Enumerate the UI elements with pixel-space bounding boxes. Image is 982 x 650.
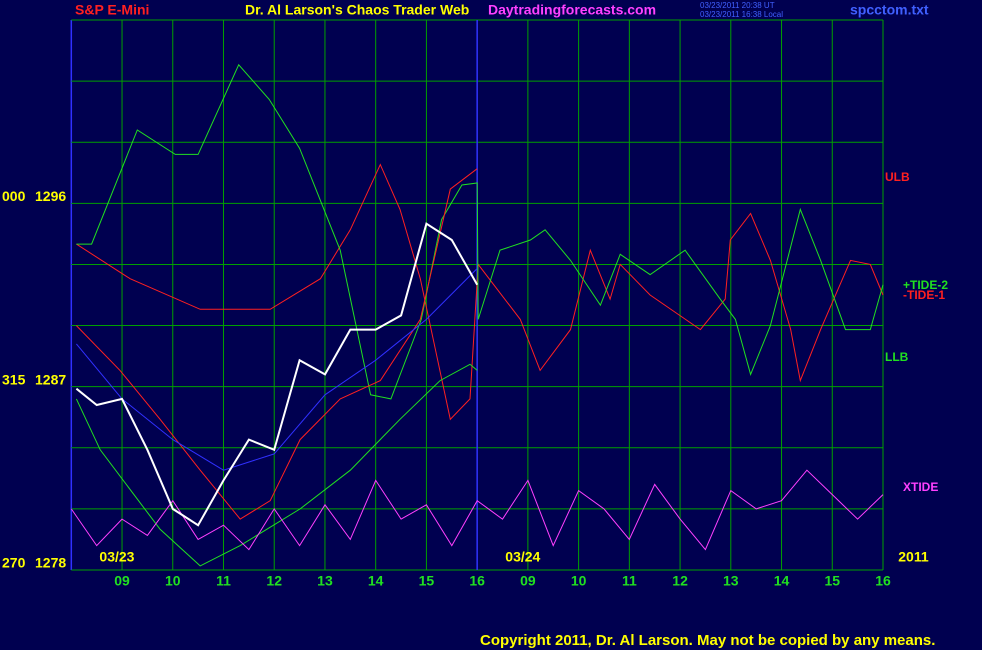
x-tick-label: 12 xyxy=(266,573,282,589)
site: Daytradingforecasts.com xyxy=(488,2,656,18)
left-label: 270 xyxy=(2,555,26,571)
left-label: 315 xyxy=(2,371,26,387)
x-tick-label: 09 xyxy=(114,573,130,589)
left-label: 000 xyxy=(2,188,26,204)
x-tick-label: 11 xyxy=(216,573,231,589)
x-tick-label: 16 xyxy=(469,573,485,589)
x-tick-label: 14 xyxy=(774,573,790,589)
series-line xyxy=(76,163,884,421)
x-tick-label: 11 xyxy=(622,573,637,589)
date-label: 03/24 xyxy=(505,549,540,565)
footer: Copyright 2011, Dr. Al Larson. May not b… xyxy=(480,632,935,649)
plot-lines xyxy=(70,63,884,567)
tide1-label: -TIDE-1 xyxy=(903,288,945,302)
series-line xyxy=(76,168,478,520)
x-tick-label: 10 xyxy=(165,573,181,589)
xtide-label: XTIDE xyxy=(903,480,938,494)
texts: S&P E-Mini Dr. Al Larson's Chaos Trader … xyxy=(2,1,948,649)
date-label: 2011 xyxy=(898,549,929,565)
x-tick-label: 12 xyxy=(672,573,688,589)
x-tick-label: 14 xyxy=(368,573,384,589)
series-line xyxy=(76,63,884,400)
x-tick-label: 15 xyxy=(824,573,840,589)
stamp-local: 03/23/2011 16:38 Local xyxy=(700,10,783,19)
series-line xyxy=(75,363,478,567)
grid xyxy=(70,19,884,571)
x-tick-label: 15 xyxy=(419,573,435,589)
series-line xyxy=(75,222,479,527)
date-label: 03/23 xyxy=(99,549,134,565)
tide2-label: +TIDE-2 xyxy=(903,278,948,292)
x-tick-label: 16 xyxy=(875,573,891,589)
ulb-label: ULB xyxy=(885,170,910,184)
x-tick-label: 09 xyxy=(520,573,536,589)
stamp-ut: 03/23/2011 20:38 UT xyxy=(700,1,775,10)
x-tick-label: 10 xyxy=(571,573,587,589)
y-tick-label: 1278 xyxy=(35,555,66,571)
llb-label: LLB xyxy=(885,350,909,364)
x-tick-label: 13 xyxy=(317,573,333,589)
symbol: S&P E-Mini xyxy=(75,2,149,18)
file-name: spcctom.txt xyxy=(850,2,929,18)
y-tick-label: 1296 xyxy=(35,188,66,204)
y-tick-label: 1287 xyxy=(35,371,66,387)
series-line xyxy=(76,268,478,471)
x-tick-label: 13 xyxy=(723,573,739,589)
series-line xyxy=(70,469,884,551)
chart-title: Dr. Al Larson's Chaos Trader Web xyxy=(245,2,469,18)
